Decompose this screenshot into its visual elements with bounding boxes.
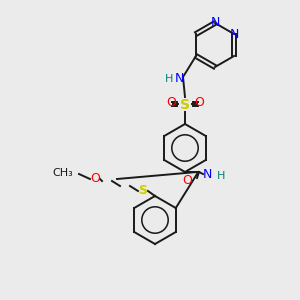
Text: O: O: [194, 97, 204, 110]
Text: S: S: [139, 184, 148, 197]
Text: N: N: [230, 28, 239, 40]
Text: O: O: [166, 97, 176, 110]
Text: O: O: [90, 172, 100, 185]
Text: S: S: [180, 98, 190, 112]
Text: O: O: [182, 173, 192, 187]
Text: N: N: [210, 16, 220, 29]
Text: CH₃: CH₃: [52, 168, 73, 178]
Text: N: N: [174, 73, 184, 85]
Text: H: H: [217, 171, 225, 181]
Text: N: N: [202, 167, 212, 181]
Text: H: H: [165, 74, 173, 84]
